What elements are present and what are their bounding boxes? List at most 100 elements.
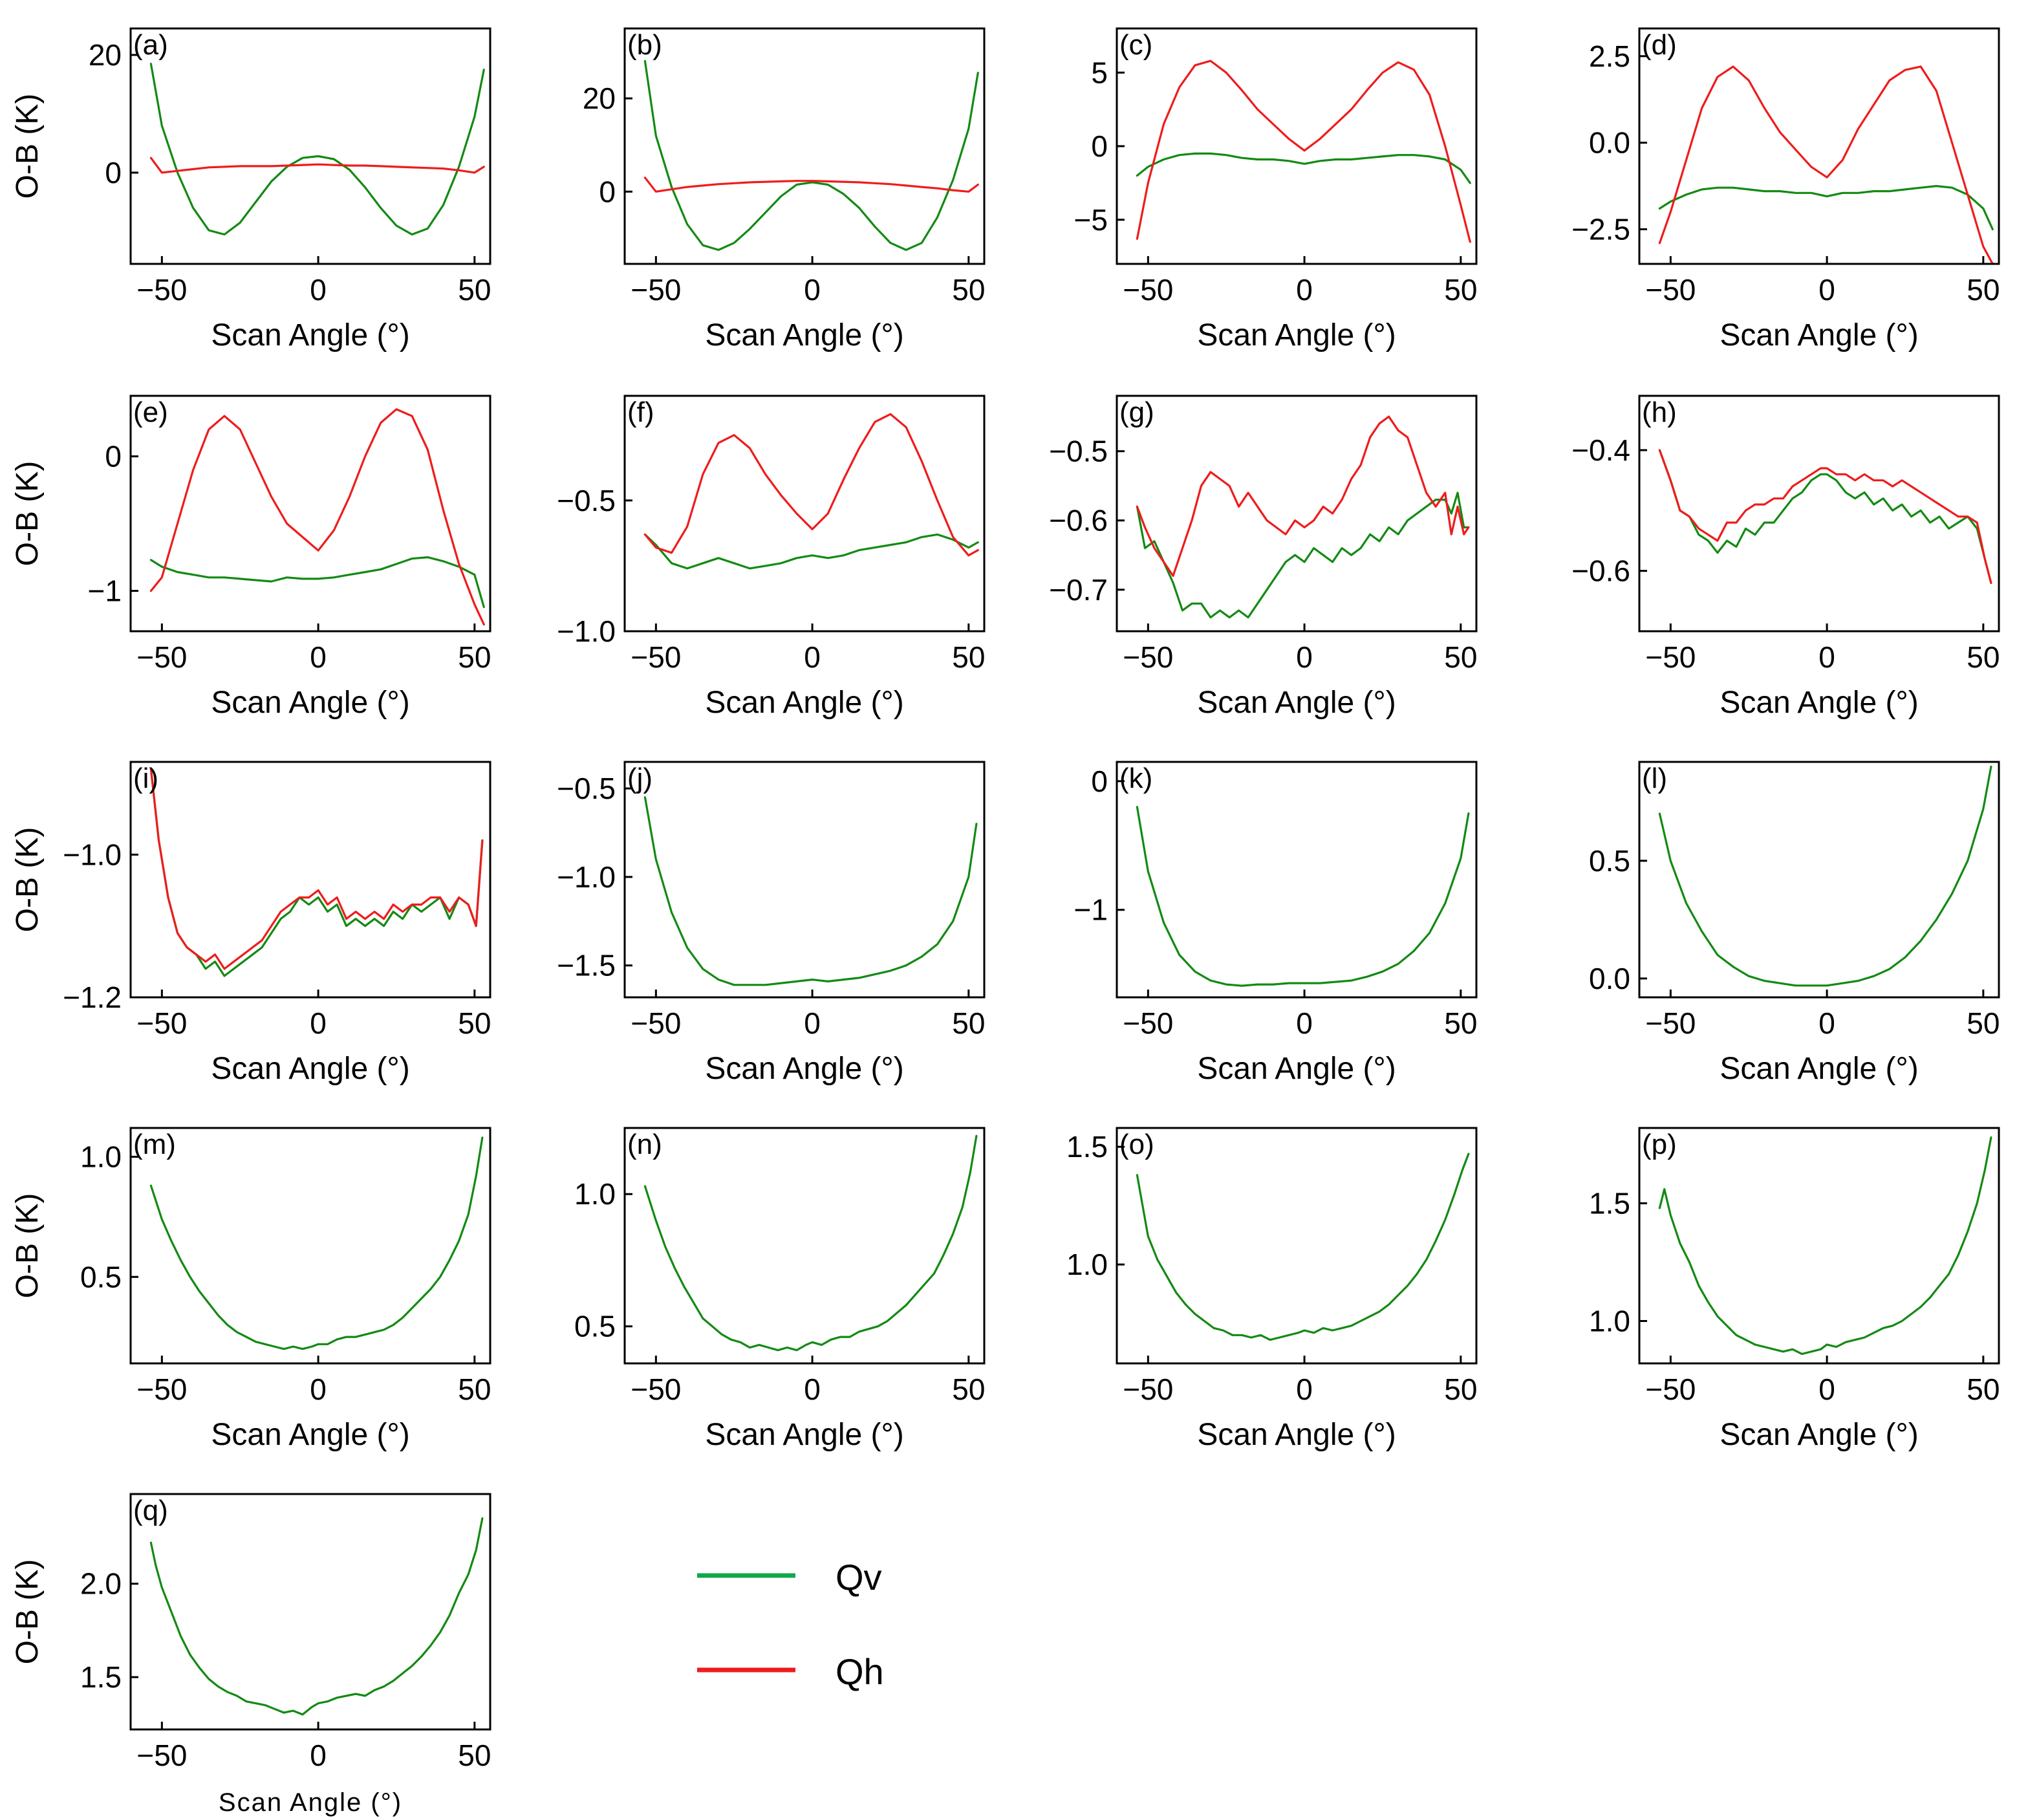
panel-k: −50 0 50 −1 0 (k) Scan Angle (°) (1074, 761, 1478, 1086)
series-line-qh-c (1136, 60, 1471, 243)
x-axis-label-i: Scan Angle (°) (211, 1052, 409, 1086)
y-tick-label-g: −0.5 (1049, 435, 1108, 468)
x-tick-label-b: 50 (952, 273, 985, 307)
x-tick-label-j: −50 (631, 1006, 681, 1040)
series-line-qh-g (1136, 415, 1470, 578)
series-line-qv-m (149, 1136, 484, 1350)
panel-label-l: (l) (1642, 763, 1667, 794)
series-line-qv-q (149, 1517, 484, 1716)
x-tick-label-q: 50 (458, 1739, 491, 1772)
y-tick-label-c: 5 (1091, 56, 1108, 89)
series-line-qh-b (643, 177, 979, 193)
x-tick-label-a: 0 (310, 273, 327, 307)
panel-label-n: (n) (627, 1129, 662, 1160)
x-axis-label-k: Scan Angle (°) (1197, 1052, 1396, 1086)
y-tick-label-q: 1.5 (80, 1660, 122, 1694)
x-tick-label-d: 0 (1818, 273, 1835, 307)
x-tick-label-p: 50 (1967, 1372, 2000, 1406)
panel-d: −50 0 50 −2.5 0.0 2.5 (d) Scan Angle (°) (1571, 27, 2000, 352)
panel-f: −50 0 50 −1.0 −0.5 (f) Scan Angle (°) (557, 395, 986, 720)
y-tick-label-p: 1.0 (1589, 1304, 1630, 1338)
x-tick-label-n: −50 (631, 1372, 681, 1406)
legend-label-qv: Qv (836, 1557, 882, 1598)
x-tick-label-f: 0 (804, 640, 821, 674)
x-tick-label-o: 0 (1296, 1372, 1313, 1406)
x-tick-label-b: 0 (804, 273, 821, 307)
plot-frame-p (1638, 1127, 2000, 1365)
x-tick-label-m: 0 (310, 1372, 327, 1406)
series-line-qv-i (149, 768, 484, 977)
series-line-qv-c (1136, 152, 1471, 184)
x-axis-label-g: Scan Angle (°) (1197, 686, 1396, 720)
panel-a: −50 0 50 0 20 (a) Scan Angle (°) O-B (K) (10, 27, 491, 352)
x-axis-label-n: Scan Angle (°) (705, 1418, 903, 1452)
x-tick-label-h: 50 (1967, 640, 2000, 674)
panel-label-e: (e) (133, 396, 168, 428)
legend: Qv Qh (697, 1557, 884, 1692)
x-tick-label-i: 50 (458, 1006, 491, 1040)
x-tick-label-o: −50 (1123, 1372, 1173, 1406)
y-tick-label-h: −0.6 (1571, 554, 1630, 588)
x-axis-label-p: Scan Angle (°) (1720, 1418, 1918, 1452)
x-tick-label-g: 50 (1444, 640, 1477, 674)
plot-frame-n (623, 1127, 986, 1365)
y-tick-label-d: 2.5 (1589, 39, 1630, 73)
series-line-qv-o (1136, 1153, 1470, 1341)
y-tick-label-e: 0 (105, 440, 122, 473)
x-tick-label-k: −50 (1123, 1006, 1173, 1040)
panel-label-o: (o) (1119, 1129, 1154, 1160)
series-line-qv-l (1658, 765, 1992, 987)
legend-label-qh: Qh (836, 1651, 884, 1692)
series-line-qh-f (643, 413, 979, 557)
y-tick-label-e: −1 (88, 574, 122, 608)
plot-frame-o (1116, 1127, 1478, 1365)
y-tick-label-p: 1.5 (1589, 1186, 1630, 1220)
panel-label-m: (m) (133, 1129, 176, 1160)
series-line-qv-n (643, 1134, 978, 1352)
x-tick-label-k: 0 (1296, 1006, 1313, 1040)
y-axis-label-m: O-B (K) (10, 1193, 45, 1299)
y-tick-label-o: 1.5 (1066, 1130, 1108, 1164)
x-tick-label-g: −50 (1123, 640, 1173, 674)
plot-frame-g (1116, 395, 1478, 633)
x-axis-label-a: Scan Angle (°) (211, 318, 409, 352)
y-tick-label-j: −1.5 (557, 949, 616, 982)
panel-label-f: (f) (627, 396, 654, 428)
y-tick-label-l: 0.0 (1589, 962, 1630, 995)
y-axis-label-e: O-B (K) (10, 461, 45, 567)
x-axis-label-m: Scan Angle (°) (211, 1418, 409, 1452)
series-line-qv-g (1136, 492, 1470, 619)
x-tick-label-c: −50 (1123, 273, 1173, 307)
x-tick-label-p: 0 (1818, 1372, 1835, 1406)
panel-label-i: (i) (133, 763, 158, 794)
x-tick-label-a: −50 (136, 273, 187, 307)
panel-label-p: (p) (1642, 1129, 1677, 1160)
y-tick-label-b: 0 (599, 175, 616, 208)
panel-b: −50 0 50 0 20 (b) Scan Angle (°) (583, 27, 986, 352)
panel-i: −50 0 50 −1.2 −1.0 (i) Scan Angle (°) O-B (K) (10, 761, 491, 1086)
series-line-qh-h (1658, 449, 1992, 584)
panel-e: −50 0 50 −1 0 (e) Scan Angle (°) O-B (K) (10, 395, 491, 720)
x-tick-label-e: 0 (310, 640, 327, 674)
series-line-qv-p (1658, 1136, 1992, 1355)
x-axis-label-o: Scan Angle (°) (1197, 1418, 1396, 1452)
series-line-qv-f (643, 533, 979, 570)
y-tick-label-b: 20 (583, 81, 616, 115)
x-tick-label-m: 50 (458, 1372, 491, 1406)
plot-frame-q (129, 1493, 491, 1731)
y-tick-label-m: 1.0 (80, 1140, 122, 1174)
x-tick-label-i: 0 (310, 1006, 327, 1040)
y-tick-label-a: 0 (105, 156, 122, 190)
x-tick-label-f: 50 (952, 640, 985, 674)
series-line-qv-b (643, 60, 979, 251)
plot-frame-l (1638, 761, 2000, 999)
x-tick-label-c: 50 (1444, 273, 1477, 307)
y-tick-label-g: −0.7 (1049, 573, 1108, 607)
y-tick-label-f: −0.5 (557, 484, 616, 517)
x-tick-label-l: −50 (1645, 1006, 1696, 1040)
y-tick-label-n: 0.5 (574, 1310, 616, 1343)
x-axis-label-j: Scan Angle (°) (705, 1052, 903, 1086)
plot-frame-h (1638, 395, 2000, 633)
